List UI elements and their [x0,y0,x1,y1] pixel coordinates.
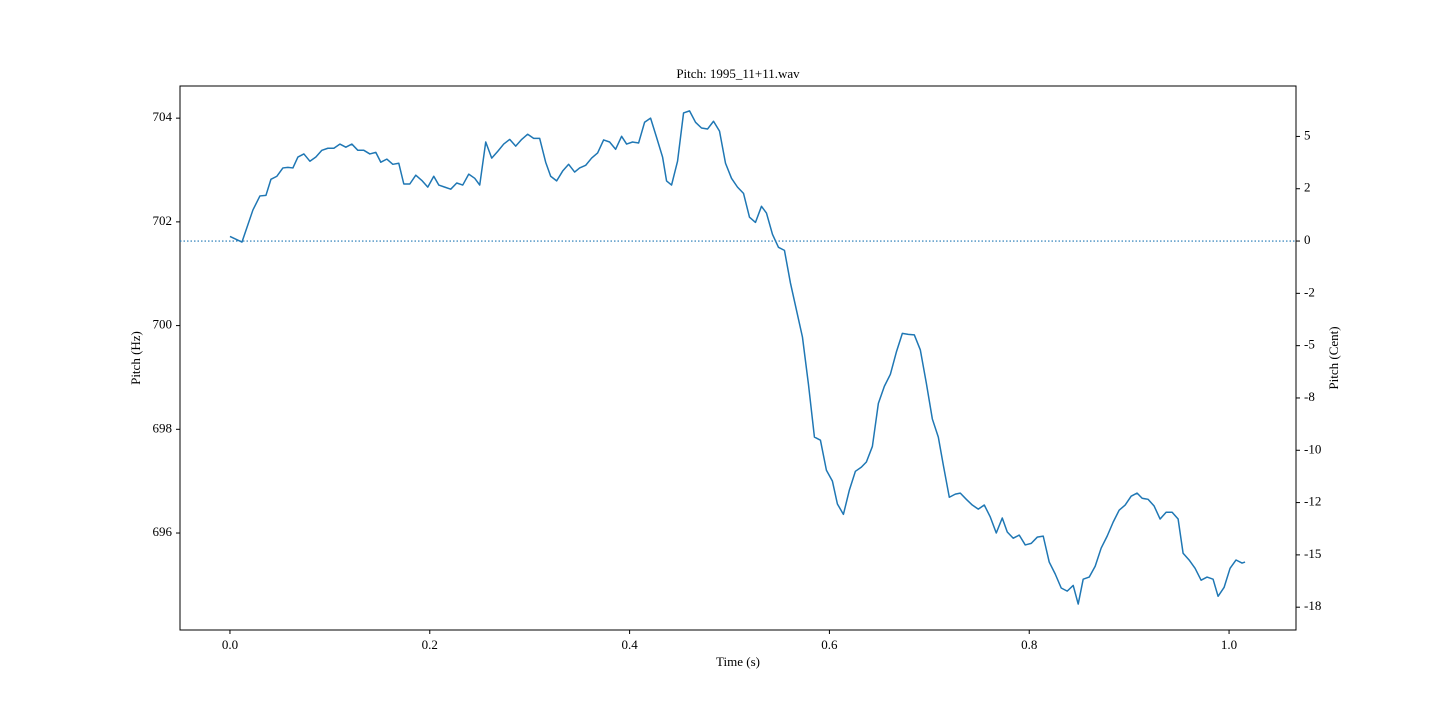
plot-frame [179,85,1297,631]
y-tick-label: 698 [153,420,173,435]
x-tick-label: 0.8 [1021,637,1037,652]
chart-title: Pitch: 1995_11+11.wav [676,66,800,81]
y2-tick-label: -15 [1304,546,1321,561]
x-tick-label: 0.0 [222,637,238,652]
y2-tick-label: -18 [1304,598,1321,613]
pitch-line [229,110,1246,605]
y-tick-label: 700 [153,317,173,332]
y-tick-label: 704 [153,109,173,124]
y-tick-label: 702 [153,213,173,228]
y2-tick-label: -2 [1304,284,1315,299]
y-axis-label: Pitch (Hz) [128,331,143,385]
y2-tick-label: -10 [1304,441,1321,456]
y2-axis-label: Pitch (Cent) [1326,326,1341,389]
x-axis-label: Time (s) [716,654,760,669]
x-tick-label: 0.2 [422,637,438,652]
y2-tick-label: 5 [1304,127,1311,142]
x-tick-label: 1.0 [1221,637,1237,652]
y2-tick-label: -12 [1304,494,1321,509]
x-tick-label: 0.6 [821,637,838,652]
y2-tick-label: 2 [1304,180,1311,195]
y2-tick-label: -5 [1304,337,1315,352]
y-tick-label: 696 [153,524,173,539]
x-tick-label: 0.4 [621,637,638,652]
y2-tick-label: -8 [1304,389,1315,404]
y2-tick-label: 0 [1304,232,1311,247]
